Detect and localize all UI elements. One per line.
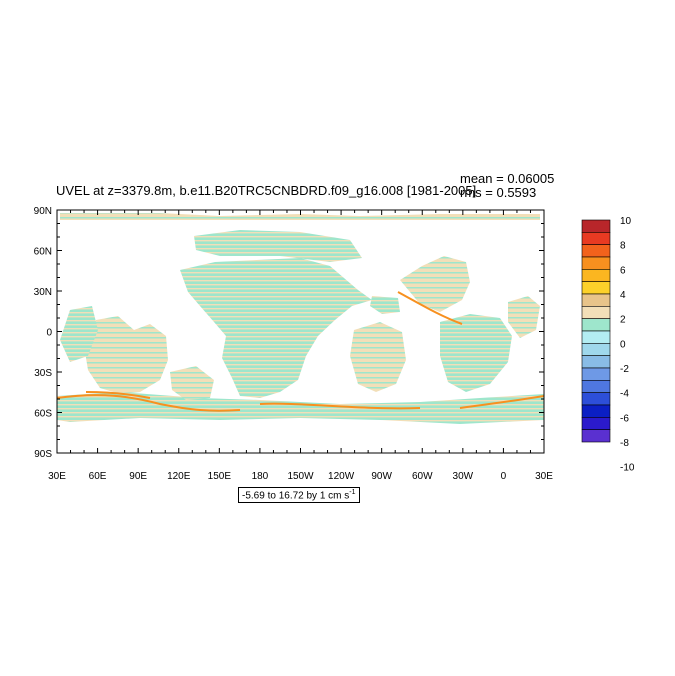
colorbar-swatch xyxy=(581,367,611,381)
field-region xyxy=(400,256,470,312)
colorbar-label: 6 xyxy=(620,265,626,276)
field-region xyxy=(370,296,400,314)
x-tick-label: 150W xyxy=(287,471,314,482)
colorbar-label: -4 xyxy=(620,389,629,400)
colorbar-swatch xyxy=(581,244,611,258)
velocity-field xyxy=(57,213,544,424)
mean-value: mean = 0.06005 xyxy=(460,171,555,186)
colorbar-label: -8 xyxy=(620,438,629,449)
rms-value: rms = 0.5593 xyxy=(460,185,537,200)
x-tick-label: 0 xyxy=(501,471,507,482)
colorbar-swatch xyxy=(581,318,611,332)
x-tick-label: 90E xyxy=(129,471,147,482)
contour-range-box: -5.69 to 16.72 by 1 cm s-1 xyxy=(238,487,360,504)
colorbar-swatch xyxy=(581,380,611,393)
x-tick-label: 60W xyxy=(412,471,433,482)
field-region xyxy=(180,258,372,398)
y-tick-label: 90S xyxy=(34,449,52,460)
strong-current-streak xyxy=(459,395,544,409)
chart-title: UVEL at z=3379.8m, b.e11.B20TRC5CNBDRD.f… xyxy=(56,183,477,198)
x-tick-label: 150E xyxy=(208,471,232,482)
x-tick-label: 30W xyxy=(453,471,474,482)
y-tick-label: 0 xyxy=(46,328,52,339)
x-tick-label: 90W xyxy=(371,471,392,482)
colorbar: 10 8 6 4 2 0 -2 -4 -6 -8 -10 xyxy=(581,216,635,474)
field-region xyxy=(60,306,98,362)
colorbar-swatch xyxy=(581,417,611,430)
y-tick-label: 30N xyxy=(34,287,52,298)
colorbar-swatch xyxy=(581,281,611,295)
colorbar-swatch xyxy=(581,269,611,282)
colorbar-swatch xyxy=(581,293,611,307)
axis-ticks: 30E 60E 90E 120E 150E 180 150W 120W 90W 60W 30W 0 30… xyxy=(34,206,554,482)
x-tick-label: 120W xyxy=(328,471,355,482)
strong-current-streak xyxy=(397,291,463,325)
strong-current-streak xyxy=(57,394,241,412)
colorbar-swatch xyxy=(581,343,611,356)
colorbar-label: -6 xyxy=(620,413,629,424)
colorbar-label: 10 xyxy=(620,216,632,227)
colorbar-label: -2 xyxy=(620,364,629,375)
colorbar-swatch xyxy=(581,392,611,406)
x-tick-label: 30E xyxy=(535,471,553,482)
x-tick-label: 60E xyxy=(89,471,107,482)
colorbar-label: 8 xyxy=(620,241,626,252)
unit-exponent: -1 xyxy=(349,489,356,496)
colorbar-swatch xyxy=(581,306,611,319)
field-region xyxy=(440,314,512,392)
y-tick-label: 30S xyxy=(34,368,52,379)
colorbar-swatch xyxy=(581,355,611,369)
field-region xyxy=(170,366,214,400)
field-region xyxy=(84,316,168,394)
colorbar-label: 4 xyxy=(620,290,626,301)
x-tick-label: 30E xyxy=(48,471,66,482)
y-tick-label: 60N xyxy=(34,247,52,258)
colorbar-label: 0 xyxy=(620,339,626,350)
colorbar-swatch xyxy=(581,429,611,443)
y-tick-label: 90N xyxy=(34,206,52,217)
x-tick-label: 180 xyxy=(252,471,269,482)
strong-current-streak xyxy=(85,391,151,399)
x-tick-label: 120E xyxy=(167,471,191,482)
contour-range-text: -5.69 to 16.72 by 1 cm s xyxy=(242,490,350,502)
field-region xyxy=(57,392,544,424)
field-region xyxy=(508,296,540,338)
colorbar-label: 2 xyxy=(620,315,626,326)
colorbar-swatch xyxy=(581,256,611,270)
field-region xyxy=(194,230,362,262)
colorbar-swatch xyxy=(581,219,611,233)
colorbar-swatch xyxy=(581,330,611,344)
colorbar-swatch xyxy=(581,404,611,418)
field-region xyxy=(350,322,406,392)
y-tick-label: 60S xyxy=(34,409,52,420)
colorbar-swatch xyxy=(581,232,611,245)
field-region xyxy=(60,213,540,220)
strong-current-streak xyxy=(259,402,421,410)
colorbar-label: -10 xyxy=(620,463,635,474)
